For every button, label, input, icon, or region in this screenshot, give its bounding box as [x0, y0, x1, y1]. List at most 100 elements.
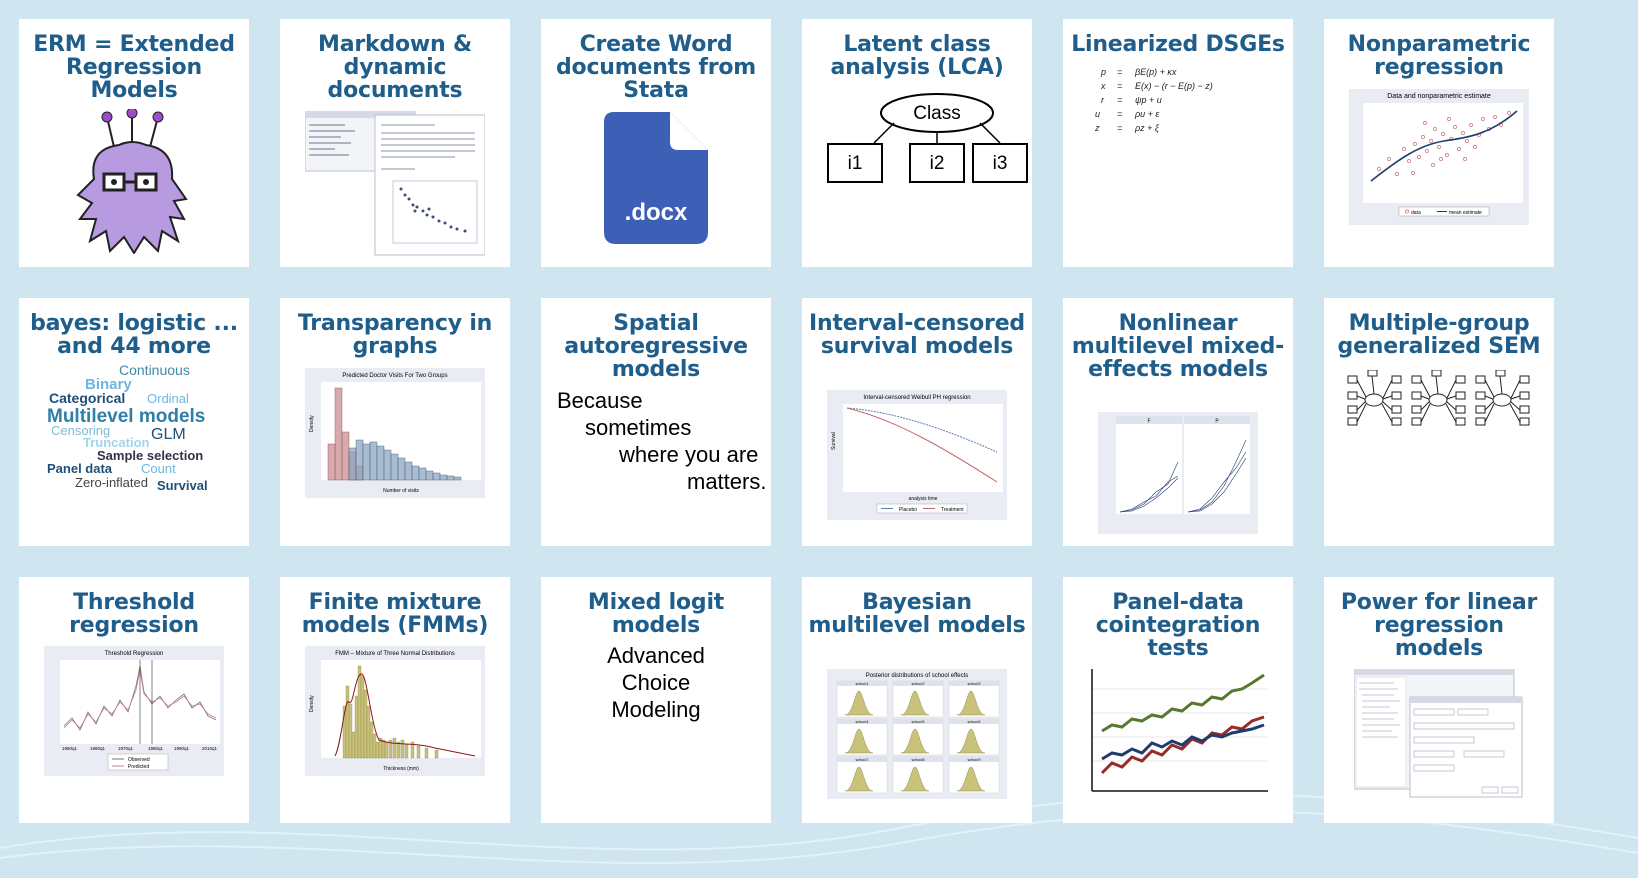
x-axis-label: analysis time	[909, 496, 938, 502]
svg-text:1960q1: 1960q1	[62, 746, 78, 751]
word: GLM	[151, 426, 186, 443]
svg-text:=: =	[1117, 109, 1122, 119]
card-mixed-logit[interactable]: Mixed logit models Advanced Choice Model…	[541, 577, 771, 823]
svg-text:=: =	[1117, 67, 1122, 77]
sem-diagrams	[1347, 370, 1530, 426]
word: Zero-inflated	[75, 475, 148, 490]
card-nonparametric[interactable]: Nonparametric regression Data and nonpar…	[1324, 19, 1554, 267]
threshold-chart: Threshold Regression 1960q1 1980q1 1970q…	[44, 646, 224, 776]
logit-line: Modeling	[611, 697, 700, 722]
cointegration-chart	[1091, 669, 1268, 792]
screenshot-thumbnail	[305, 111, 485, 256]
panel-line-chart: F P	[1098, 412, 1258, 534]
posterior-grid-chart: Posterior distributions of school effect…	[827, 669, 1007, 799]
legend-mean-estimate: mean estimate	[1449, 210, 1482, 216]
svg-text:z: z	[1094, 123, 1100, 133]
card-title: Transparency in graphs	[297, 311, 493, 359]
lca-class-node: Class	[913, 103, 961, 124]
word: Censoring	[51, 423, 110, 438]
panel-label: school:3	[967, 682, 980, 686]
word-cloud: Continuous Binary Categorical Ordinal Mu…	[47, 362, 208, 490]
panel-label: school:8	[911, 758, 924, 762]
legend-treatment: Treatment	[941, 507, 964, 513]
card-title: Spatial autoregressive models	[564, 311, 748, 382]
card-transparency[interactable]: Transparency in graphs Predicted Doctor …	[280, 298, 510, 546]
dialog-screenshot	[1354, 669, 1523, 798]
card-title: Finite mixture models (FMMs)	[301, 590, 489, 638]
lca-diagram: Class i1 i2 i3	[827, 93, 1028, 183]
monster-illustration	[76, 109, 188, 254]
svg-text:ψp + u: ψp + u	[1135, 95, 1162, 105]
card-spatial[interactable]: Spatial autoregressive models Because so…	[541, 298, 771, 546]
card-title: Linearized DSGEs	[1071, 32, 1285, 57]
chart-title: Data and nonparametric estimate	[1387, 93, 1491, 100]
word: Truncation	[83, 435, 150, 450]
svg-text:=: =	[1117, 95, 1122, 105]
legend-placebo: Placebo	[899, 507, 917, 513]
card-lca[interactable]: Latent class analysis (LCA) Class i1 i2 …	[802, 19, 1032, 267]
panel-label: school:5	[911, 720, 924, 724]
logit-line: Choice	[622, 670, 690, 695]
chart-title: Threshold Regression	[105, 651, 164, 657]
x-axis-label: Number of visits	[383, 488, 419, 494]
card-title: Nonparametric regression	[1347, 32, 1531, 80]
lca-node-i3: i3	[993, 153, 1008, 174]
card-multigroup-sem[interactable]: Multiple-group generalized SEM	[1324, 298, 1554, 546]
x-axis-label: Thickness (mm)	[383, 766, 419, 772]
fmm-chart: FMM – Mixture of Three Normal Distributi…	[305, 646, 485, 776]
card-title: Power for linear regression models	[1340, 590, 1538, 661]
histogram-chart: Predicted Doctor Visits For Two Groups N…	[305, 368, 485, 498]
card-title: bayes: logistic ... and 44 more	[30, 311, 238, 359]
y-axis-label: Density	[309, 415, 315, 432]
word: Categorical	[49, 390, 125, 406]
panel-label: school:4	[855, 720, 868, 724]
card-title: ERM = Extended Regression Models	[33, 32, 235, 103]
chart-title: FMM – Mixture of Three Normal Distributi…	[335, 651, 455, 657]
legend-observed: Observed	[128, 757, 150, 763]
card-nonlinear-multilevel[interactable]: Nonlinear multilevel mixed-effects model…	[1063, 298, 1293, 546]
svg-text:=: =	[1117, 81, 1122, 91]
card-erm[interactable]: ERM = Extended Regression Models	[19, 19, 249, 267]
lca-node-i1: i1	[848, 153, 863, 174]
svg-text:r: r	[1101, 95, 1105, 105]
card-word-documents[interactable]: Create Word documents from Stata .docx	[541, 19, 771, 267]
card-title: Markdown & dynamic documents	[318, 32, 472, 103]
card-power-linear[interactable]: Power for linear regression models	[1324, 577, 1554, 823]
word: Continuous	[119, 362, 190, 378]
card-title: Create Word documents from Stata	[555, 32, 756, 103]
card-interval-censored[interactable]: Interval-censored survival models Interv…	[802, 298, 1032, 546]
chart-title: Predicted Doctor Visits For Two Groups	[342, 373, 447, 379]
card-cointegration[interactable]: Panel-data cointegration tests	[1063, 577, 1293, 823]
card-threshold[interactable]: Threshold regression Threshold Regressio…	[19, 577, 249, 823]
feature-grid: ERM = Extended Regression Models Markdow…	[19, 19, 1554, 823]
spatial-line: where you are	[618, 442, 758, 467]
card-markdown[interactable]: Markdown & dynamic documents	[280, 19, 510, 267]
word: Panel data	[47, 461, 113, 476]
card-bayes[interactable]: bayes: logistic ... and 44 more Continuo…	[19, 298, 249, 546]
x-tick-labels: 1960q1 1980q1 1970q1 1980q1 1990q1 2010q…	[62, 746, 218, 751]
chart-title: Posterior distributions of school effect…	[866, 673, 969, 679]
svg-text:E(x) − (r − E(p) − z): E(x) − (r − E(p) − z)	[1135, 81, 1213, 91]
mixed-logit-text: Advanced Choice Modeling	[607, 643, 705, 722]
card-fmm[interactable]: Finite mixture models (FMMs) FMM – Mixtu…	[280, 577, 510, 823]
docx-file-icon: .docx	[604, 112, 708, 244]
word: Ordinal	[147, 391, 189, 406]
svg-text:1980q1: 1980q1	[90, 746, 106, 751]
spatial-line: Because	[557, 388, 643, 413]
word: Binary	[85, 376, 132, 393]
word: Count	[141, 461, 176, 476]
card-dsge[interactable]: Linearized DSGEs p = βE(p) + κx x = E(x) − (…	[1063, 19, 1293, 267]
svg-text:=: =	[1117, 123, 1122, 133]
panel-label: school:1	[855, 682, 868, 686]
card-title: Interval-censored survival models	[809, 311, 1025, 359]
docx-label: .docx	[625, 199, 688, 226]
svg-text:2010q1: 2010q1	[202, 746, 218, 751]
card-bayesian-multilevel[interactable]: Bayesian multilevel models Posterior dis…	[802, 577, 1032, 823]
card-title: Threshold regression	[69, 590, 199, 638]
card-title: Latent class analysis (LCA)	[830, 32, 1004, 80]
word: Multilevel models	[47, 406, 205, 427]
panel-label: school:7	[855, 758, 868, 762]
legend-predicted: Predicted	[128, 764, 149, 770]
y-axis-label: Survival	[831, 432, 837, 450]
svg-text:1990q1: 1990q1	[174, 746, 190, 751]
